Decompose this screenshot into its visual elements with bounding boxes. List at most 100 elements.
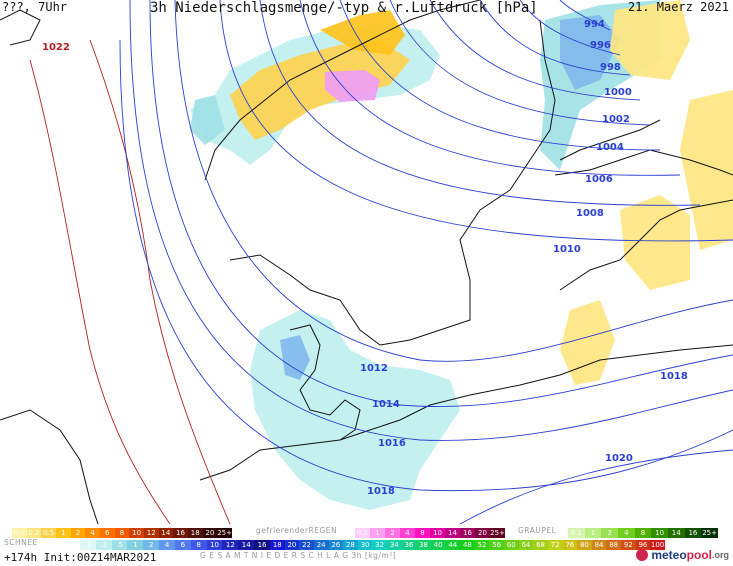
precipitation-legend: 0.1 0.2 0.5 1 2 4 6 8 10 12 14 16 18 20 25+ gefrierend… (0, 524, 733, 566)
init-time: +174h Init:00Z14MAR2021 (4, 551, 157, 564)
legend-swatch: 8 (114, 528, 130, 538)
legend-swatch: 8 (634, 528, 652, 538)
legend-swatch: 0.1 (355, 528, 370, 538)
legend-swatch: 4 (85, 528, 100, 538)
isobar-1022 (89, 39, 231, 525)
isobar-1006 (299, 0, 681, 176)
legend-swatch: 72 (547, 540, 563, 550)
legend-swatch: 1 (370, 528, 385, 538)
legend-swatch: 0.2 (26, 528, 42, 538)
coastline-sweden (229, 19, 556, 346)
isobar-label: 1018 (367, 486, 395, 497)
isobar-label: 1018 (660, 371, 688, 382)
isobar-1004 (339, 0, 661, 151)
legend-graupel-label: GRAUPEL (518, 526, 557, 535)
legend-swatch: 25+ (701, 528, 718, 538)
isobar-label: 1004 (596, 142, 624, 153)
isobar-1014 (149, 0, 733, 408)
isobar-label: 1002 (602, 114, 630, 125)
legend-graupel-scale: 0.1 1 2 4 8 10 14 16 25+ (568, 528, 718, 538)
isobar-label: 1006 (585, 174, 613, 185)
legend-swatch: 4 (400, 528, 415, 538)
coastline-norway (204, 0, 481, 181)
isobar-1000 (429, 0, 641, 101)
legend-swatch: 80 (577, 540, 592, 550)
isobar-1022-west (29, 59, 171, 525)
legend-swatch: 14 (238, 540, 255, 550)
legend-swatch: 22 (299, 540, 314, 550)
snow-area-skagerrak-deep (280, 335, 310, 380)
legend-swatch: 60 (504, 540, 519, 550)
legend-rain-scale: 0.1 0.2 0.5 1 2 4 6 8 10 12 14 16 18 20 25+ (12, 528, 232, 538)
legend-swatch: 14 (667, 528, 685, 538)
legend-swatch: 2 (601, 528, 618, 538)
coastline-germany (199, 344, 733, 481)
legend-swatch: 0.5 (41, 528, 56, 538)
legend-swatch: 4 (159, 540, 175, 550)
coastline-finland-gulf (559, 119, 661, 161)
legend-swatch: 68 (533, 540, 548, 550)
legend-swatch: 52 (474, 540, 490, 550)
isobar-label: 1008 (576, 208, 604, 219)
rain-area-russia (680, 90, 733, 250)
isobar-label: 1022 (42, 42, 70, 53)
legend-swatch: 38 (416, 540, 431, 550)
legend-swatch: 8 (190, 540, 207, 550)
legend-swatch: 12 (143, 528, 159, 538)
legend-swatch: 20 (202, 528, 218, 538)
meteopool-logo[interactable]: meteo pool .org (636, 548, 729, 562)
legend-swatch: 32 (372, 540, 387, 550)
isobar-1020 (459, 449, 733, 525)
legend-total-label: G E S A M T N I E D E R S C H L A G 3h [… (200, 551, 397, 560)
legend-swatch: 14 (158, 528, 174, 538)
isobar-label: 996 (590, 40, 611, 51)
legend-swatch: 10 (651, 528, 668, 538)
legend-swatch: 40 (430, 540, 446, 550)
legend-swatch: 1 (55, 528, 71, 538)
precipitation-areas (190, 0, 733, 510)
isobar-label: 1012 (360, 363, 388, 374)
legend-swatch: 8 (415, 528, 430, 538)
legend-swatch: 16 (684, 528, 702, 538)
legend-swatch: 16 (173, 528, 188, 538)
isobar-label: 1014 (372, 399, 400, 410)
logo-icon (636, 549, 649, 561)
coastline-baltics (559, 199, 733, 291)
legend-swatch: 4 (617, 528, 635, 538)
legend-swatch: 6 (174, 540, 191, 550)
freezing-area-norway (325, 70, 380, 102)
coastline-iceland (0, 9, 41, 46)
rain-area-norway (230, 40, 410, 140)
rain-area-norway-north (320, 10, 405, 55)
legend-swatch: 10 (430, 528, 445, 538)
legend-swatch: 2 (70, 528, 86, 538)
legend-swatch: 96 (635, 540, 651, 550)
legend-swatch: .2 (95, 540, 112, 550)
legend-swatch: 34 (387, 540, 402, 550)
isobar-996 (519, 0, 621, 56)
legend-swatch: 28 (343, 540, 358, 550)
coastline-denmark (289, 324, 361, 441)
legend-swatch: 0.1 (568, 528, 585, 538)
legend-swatch: 12 (222, 540, 239, 550)
legend-swatch: 1 (127, 540, 144, 550)
legend-swatch: 84 (591, 540, 607, 550)
isobar-label: 1010 (553, 244, 581, 255)
legend-swatch: 1 (584, 528, 602, 538)
isobar-1018 (119, 39, 733, 492)
legend-freezing-scale: 0.1 1 2 4 8 10 14 16 20 25+ (355, 528, 505, 538)
legend-swatch: 14 (445, 528, 460, 538)
legend-swatch: 24 (313, 540, 329, 550)
snow-area-finland-deep (560, 15, 620, 90)
rain-area-baltics (620, 195, 690, 290)
isobar-1008 (259, 0, 701, 206)
legend-swatch: 2 (385, 528, 400, 538)
isobar-label: 994 (584, 19, 605, 30)
forecast-time: ???, 7Uhr (2, 0, 68, 14)
legend-swatch: 36 (401, 540, 417, 550)
rain-area-finland-north (610, 0, 690, 80)
legend-swatch: 20 (284, 540, 300, 550)
legend-swatch: 0.1 (12, 528, 27, 538)
legend-swatch: 10 (206, 540, 223, 550)
